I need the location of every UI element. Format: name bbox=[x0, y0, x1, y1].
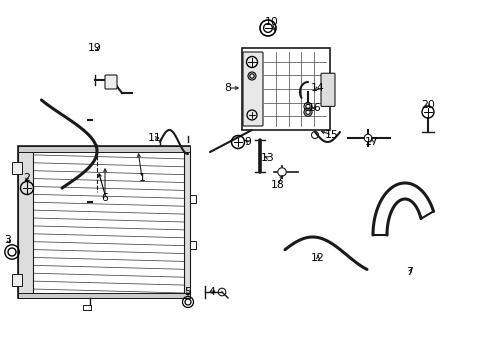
Text: 5: 5 bbox=[185, 287, 192, 297]
Bar bbox=[190, 241, 196, 249]
Text: 12: 12 bbox=[311, 253, 325, 263]
Text: 14: 14 bbox=[311, 83, 325, 93]
Text: 20: 20 bbox=[421, 100, 435, 110]
Bar bbox=[12, 274, 22, 286]
Text: 11: 11 bbox=[148, 133, 162, 143]
Bar bbox=[242, 48, 330, 130]
Text: 17: 17 bbox=[365, 137, 379, 147]
Text: 7: 7 bbox=[407, 267, 414, 277]
Bar bbox=[18, 292, 190, 298]
Text: 1: 1 bbox=[139, 173, 146, 183]
Text: 15: 15 bbox=[325, 130, 339, 140]
Bar bbox=[18, 150, 33, 294]
Text: 8: 8 bbox=[224, 83, 231, 93]
Text: 13: 13 bbox=[261, 153, 275, 163]
Text: 6: 6 bbox=[101, 193, 108, 203]
FancyBboxPatch shape bbox=[105, 75, 117, 89]
Bar bbox=[18, 146, 190, 298]
Text: 9: 9 bbox=[245, 137, 251, 147]
Text: 2: 2 bbox=[24, 173, 30, 183]
FancyBboxPatch shape bbox=[243, 52, 263, 126]
Bar bbox=[83, 305, 91, 310]
Text: 10: 10 bbox=[265, 17, 279, 27]
Text: 18: 18 bbox=[271, 180, 285, 190]
Bar bbox=[190, 195, 196, 203]
Bar bbox=[184, 150, 190, 294]
Text: 16: 16 bbox=[308, 103, 322, 113]
Text: 4: 4 bbox=[209, 287, 216, 297]
Bar bbox=[18, 146, 190, 152]
FancyBboxPatch shape bbox=[321, 73, 335, 107]
Circle shape bbox=[364, 134, 372, 142]
Bar bbox=[12, 162, 22, 174]
Circle shape bbox=[278, 168, 286, 176]
Text: 19: 19 bbox=[88, 43, 102, 53]
Text: 3: 3 bbox=[4, 235, 11, 245]
